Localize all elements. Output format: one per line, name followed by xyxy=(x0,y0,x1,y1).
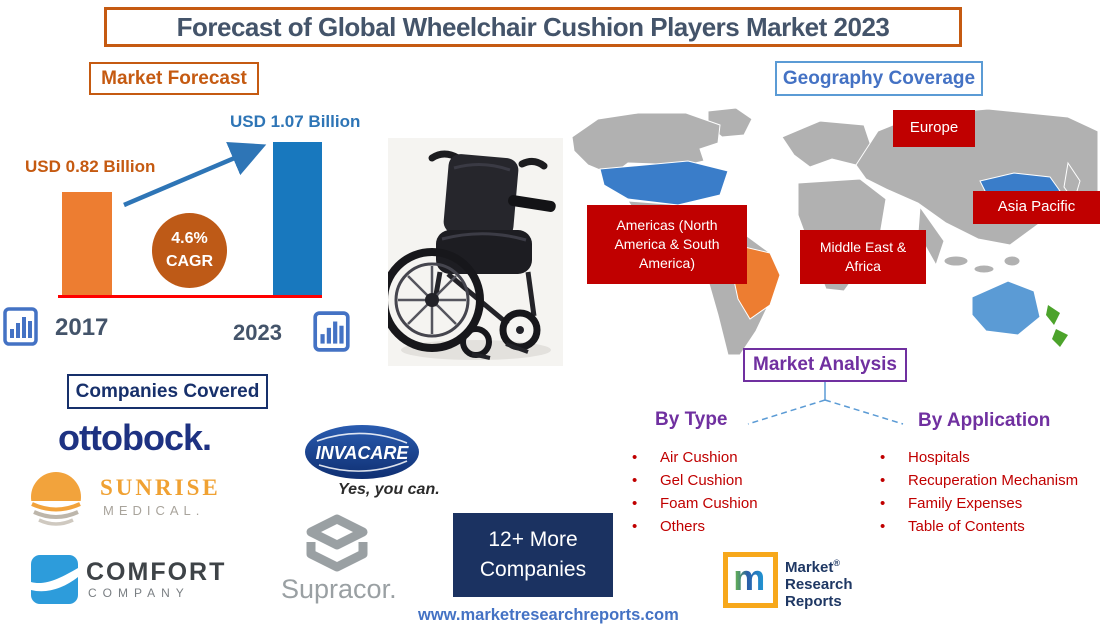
bar-chart-icon xyxy=(3,307,38,346)
mrr-letter: m xyxy=(733,557,765,598)
cagr-badge: 4.6% CAGR xyxy=(152,213,227,288)
ottobock-logo: ottobock. xyxy=(58,417,212,458)
year-start: 2017 xyxy=(55,314,109,341)
by-application-list: Hospitals Recuperation Mechanism Family … xyxy=(878,449,1098,541)
list-item: Recuperation Mechanism xyxy=(878,472,1098,489)
sunrise-medical-text: MEDICAL. xyxy=(103,503,205,518)
supracor-icon xyxy=(306,514,368,572)
growth-arrow-icon xyxy=(123,142,267,208)
geography-coverage-label: Geography Coverage xyxy=(775,61,983,96)
more-companies-badge: 12+ More Companies xyxy=(453,513,613,597)
companies-covered-label: Companies Covered xyxy=(67,374,268,409)
invacare-logo: INVACARE xyxy=(305,425,419,479)
cagr-label: CAGR xyxy=(165,252,214,270)
comfort-company-text: COMPANY xyxy=(88,586,190,600)
market-analysis-label: Market Analysis xyxy=(743,348,907,382)
market-research-reports-logo-text: Market® Research Reports xyxy=(785,555,853,610)
sunrise-medical-icon xyxy=(31,472,81,526)
region-label-asia-pacific: Asia Pacific xyxy=(973,191,1100,224)
invacare-tagline: Yes, you can. xyxy=(338,481,440,498)
forecast-start-value: USD 0.82 Billion xyxy=(25,157,156,176)
year-end: 2023 xyxy=(233,320,282,345)
forecast-end-value: USD 1.07 Billion xyxy=(230,112,361,131)
chart-baseline xyxy=(58,295,322,298)
region-label-middle-east-africa: Middle East & Africa xyxy=(800,230,926,284)
region-label-europe: Europe xyxy=(893,110,975,147)
comfort-company-icon xyxy=(31,555,78,604)
mrr-line2: Research xyxy=(785,576,853,593)
registered-mark: ® xyxy=(833,558,840,568)
sunrise-logo-text: SUNRISE xyxy=(100,475,221,500)
wheelchair-image xyxy=(388,138,563,366)
bar-2023 xyxy=(273,142,322,295)
market-forecast-label: Market Forecast xyxy=(89,62,259,95)
cagr-value: 4.6% xyxy=(171,230,208,248)
list-item: Gel Cushion xyxy=(630,472,840,489)
more-companies-line2: Companies xyxy=(479,558,587,581)
page-title: Forecast of Global Wheelchair Cushion Pl… xyxy=(104,7,962,47)
invacare-logo-text: INVACARE xyxy=(316,443,410,463)
bar-chart-icon xyxy=(313,311,350,352)
supracor-logo-text: Supracor. xyxy=(281,574,397,604)
market-research-reports-icon: m xyxy=(723,552,778,608)
list-item: Hospitals xyxy=(878,449,1098,466)
analysis-branch-lines xyxy=(747,382,904,425)
list-item: Air Cushion xyxy=(630,449,840,466)
list-item: Family Expenses xyxy=(878,495,1098,512)
by-type-heading: By Type xyxy=(655,409,728,430)
website-link[interactable]: www.marketresearchreports.com xyxy=(418,606,679,624)
mrr-line1: Market xyxy=(785,559,834,576)
comfort-logo-text: COMFORT xyxy=(86,558,227,586)
list-item: Others xyxy=(630,518,840,535)
more-companies-line1: 12+ More xyxy=(488,527,578,551)
list-item: Foam Cushion xyxy=(630,495,840,512)
bar-2017 xyxy=(62,192,112,295)
list-item: Table of Contents xyxy=(878,518,1098,535)
region-label-americas: Americas (North America & South America) xyxy=(587,205,747,284)
by-type-list: Air Cushion Gel Cushion Foam Cushion Oth… xyxy=(630,449,840,541)
by-application-heading: By Application xyxy=(918,410,1051,431)
mrr-line3: Reports xyxy=(785,593,842,610)
